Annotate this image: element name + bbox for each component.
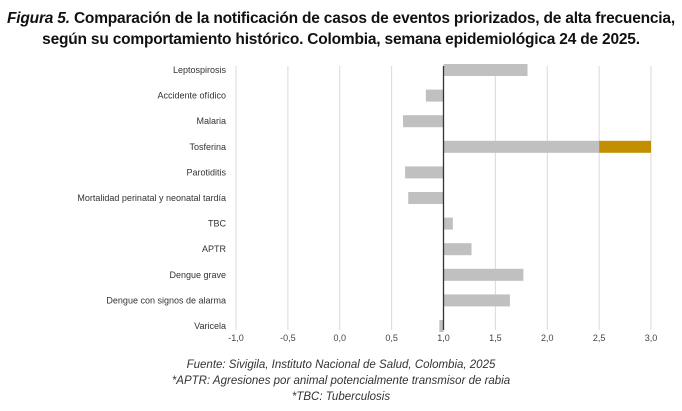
category-label: Mortalidad perinatal y neonatal tardía [77, 193, 226, 203]
x-tick-label: 0,5 [385, 333, 398, 343]
x-tick-label: 2,5 [593, 333, 606, 343]
bar [443, 64, 528, 76]
figure-number: Figura 5. [7, 10, 70, 27]
category-label: Varicela [194, 321, 226, 331]
bar [405, 166, 444, 179]
category-label: Dengue grave [169, 270, 226, 280]
chart-title: Figura 5. Comparación de la notificación… [0, 8, 682, 50]
source-note: Fuente: Sivigila, Instituto Nacional de … [186, 359, 496, 371]
title-text: Comparación de la notificación de casos … [42, 10, 675, 48]
bar [443, 140, 600, 153]
category-label: APTR [202, 244, 227, 254]
bar [403, 115, 444, 128]
x-tick-label: 2,0 [541, 333, 554, 343]
bar [443, 217, 453, 230]
bar [408, 192, 444, 204]
bar-highlight [599, 140, 651, 153]
x-tick-label: 3,0 [645, 333, 658, 343]
category-label: Accidente ofídico [157, 91, 226, 101]
category-label: Malaria [196, 116, 226, 126]
bar [443, 294, 510, 307]
x-tick-label: -0,5 [280, 333, 296, 343]
category-label: Tosferina [189, 142, 226, 152]
bar [443, 243, 472, 256]
x-tick-label: 0,0 [333, 333, 346, 343]
footnote-aptr: *APTR: Agresiones por animal potencialme… [171, 375, 511, 387]
category-label: Parotiditis [186, 167, 226, 177]
bar [439, 320, 444, 332]
bar [425, 89, 444, 102]
category-label: Dengue con signos de alarma [106, 295, 226, 305]
bar [443, 268, 524, 281]
x-tick-label: 1,0 [437, 333, 450, 343]
x-tick-label: -1,0 [228, 333, 244, 343]
bar-chart: -1,0 -0,5 0,0 0,5 1,0 1,5 2,0 2,5 3,0 Leptospiros… [77, 64, 658, 343]
category-label: TBC [208, 219, 227, 229]
footnote-tbc: *TBC: Tuberculosis [291, 391, 391, 403]
category-label: Leptospirosis [173, 65, 227, 75]
x-tick-label: 1,5 [489, 333, 502, 343]
